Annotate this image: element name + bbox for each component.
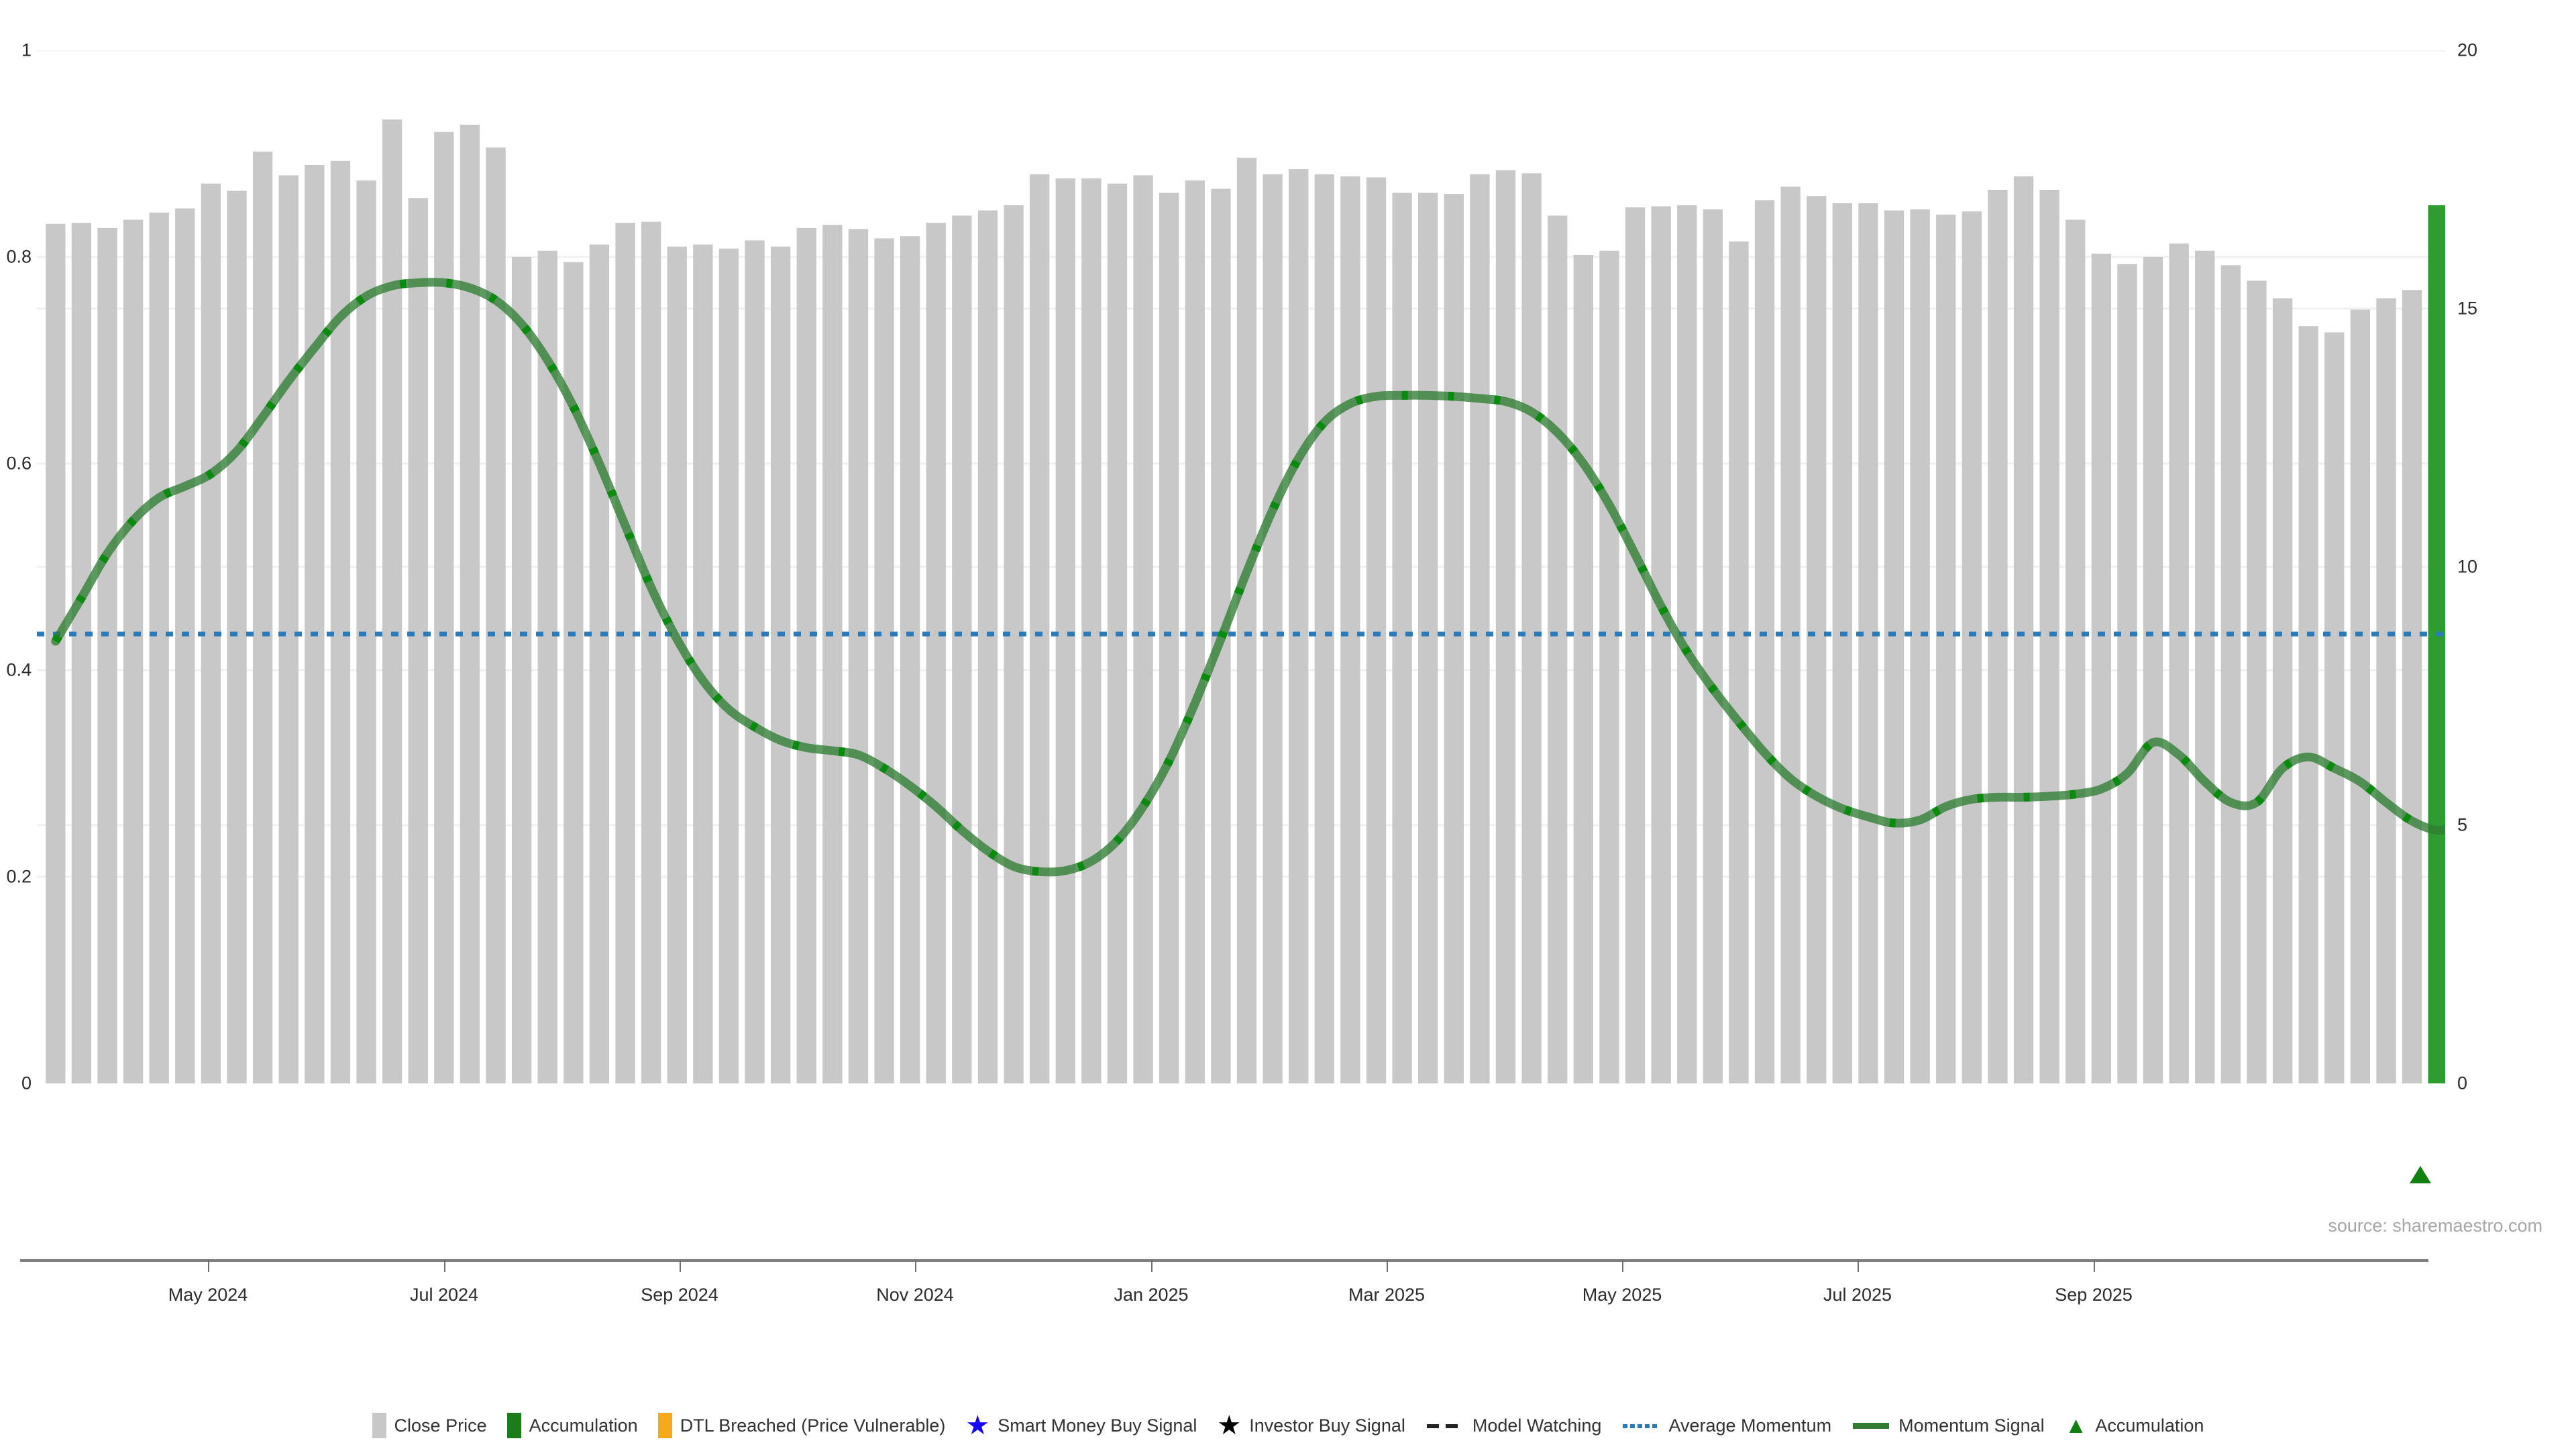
legend-item-label: DTL Breached (Price Vulnerable) [680,1415,946,1436]
legend-item-label: Momentum Signal [1898,1415,2045,1436]
y-axis-right-tick: 20 [2457,40,2478,60]
legend-item[interactable]: ▲ Accumulation [2065,1414,2204,1437]
legend-item-label: Close Price [394,1415,487,1436]
chart-canvas [37,50,2445,1083]
dashed-line-icon [1426,1413,1464,1438]
legend-item-label: Model Watching [1472,1415,1602,1436]
legend-item-label: Smart Money Buy Signal [998,1415,1197,1436]
y-axis-right-tick: 0 [2457,1073,2468,1093]
x-axis-tick-label: May 2024 [168,1285,248,1305]
star-icon: ★ [965,1411,990,1440]
x-axis-tick-mark [915,1260,916,1272]
legend-item[interactable]: Momentum Signal [1851,1413,2045,1438]
x-axis-tick-mark [208,1260,209,1272]
legend-item[interactable]: DTL Breached (Price Vulnerable) [657,1413,946,1438]
x-axis-tick-mark [1858,1260,1859,1272]
x-axis-tick-label: Jul 2024 [409,1285,479,1305]
x-axis-tick-mark [444,1260,445,1272]
x-axis-line [20,1259,2428,1262]
legend-item[interactable]: Model Watching [1426,1413,1602,1438]
x-axis-tick-label: Nov 2024 [876,1285,954,1305]
y-axis-left-tick: 0.4 [6,659,32,680]
x-axis-tick-label: Mar 2025 [1348,1285,1426,1305]
x-axis-tick-mark [1622,1260,1623,1272]
legend-item[interactable]: Accumulation [506,1413,638,1438]
x-axis-tick-mark [680,1260,681,1272]
x-axis-tick-mark [2094,1260,2095,1272]
triangle-up-icon: ▲ [2064,1413,2088,1438]
chart-legend: Close Price Accumulation DTL Breached (Pri… [0,1412,2576,1439]
legend-item[interactable]: ★ Smart Money Buy Signal [965,1412,1197,1439]
source-note: source: sharemaestro.com [2328,1216,2542,1236]
legend-item[interactable]: ★ Investor Buy Signal [1217,1412,1405,1439]
x-axis-tick-label: Sep 2024 [641,1285,718,1305]
legend-item-label: Accumulation [529,1415,638,1436]
accumulation-triangle-icon [2410,1166,2431,1183]
y-axis-right-tick: 15 [2457,298,2478,319]
momentum-signal-line-group [51,278,2445,877]
square-swatch-icon [657,1413,672,1438]
y-axis-left-tick: 0.6 [6,453,32,474]
legend-item[interactable]: Close Price [372,1413,487,1438]
legend-item-label: Average Momentum [1668,1415,1832,1436]
y-axis-left-tick: 0.8 [6,246,32,267]
solid-line-icon [1851,1413,1890,1438]
y-axis-left-tick: 0 [21,1073,32,1093]
x-axis-tick-mark [1151,1260,1152,1272]
close-price-bars-group [46,119,2422,1083]
legend-item[interactable]: Average Momentum [1621,1413,1831,1438]
plot-area [37,50,2445,1083]
x-axis-tick-label: May 2025 [1582,1285,1662,1305]
x-axis-tick-label: Sep 2025 [2055,1285,2133,1305]
square-swatch-icon [506,1413,521,1438]
y-axis-right-tick: 10 [2457,556,2478,577]
legend-item-label: Accumulation [2095,1415,2204,1436]
square-swatch-icon [372,1413,386,1438]
x-axis-tick-label: Jan 2025 [1114,1285,1189,1305]
y-axis-left-tick: 1 [21,40,32,60]
dotted-line-icon [1621,1413,1660,1438]
y-axis-right-tick: 5 [2457,814,2468,835]
legend-item-label: Investor Buy Signal [1249,1415,1405,1436]
x-axis-tick-mark [1387,1260,1388,1272]
x-axis-tick-label: Jul 2025 [1823,1285,1892,1305]
accumulation-bar-group [2428,205,2445,1083]
star-icon: ★ [1217,1411,1242,1440]
y-axis-left-tick: 0.2 [6,866,32,887]
